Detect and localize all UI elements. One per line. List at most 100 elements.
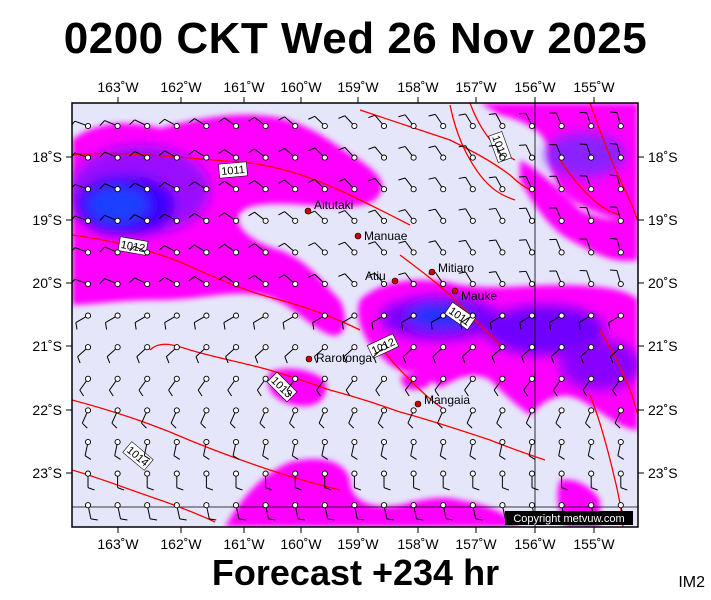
wind-barb-feather bbox=[357, 518, 365, 521]
wind-barb-feather bbox=[578, 322, 581, 330]
wind-barb-feather bbox=[368, 209, 376, 213]
wind-barb-feather bbox=[558, 455, 565, 460]
wind-barb-feather bbox=[218, 243, 225, 249]
wind-barb-station bbox=[144, 154, 151, 161]
wind-barb-feather bbox=[129, 119, 135, 126]
lon-label: 162˚W bbox=[160, 79, 202, 95]
wind-barb-feather bbox=[138, 389, 144, 397]
wind-barb-feather bbox=[555, 422, 562, 429]
wind-barb-station bbox=[617, 217, 624, 224]
wind-barb-station bbox=[262, 186, 269, 193]
wind-barb-station bbox=[114, 186, 121, 193]
town-label: Aitutaki bbox=[314, 198, 353, 212]
wind-barb-feather bbox=[377, 422, 384, 429]
wind-barb-station bbox=[292, 154, 299, 161]
town-marker bbox=[305, 355, 313, 363]
wind-barb-station bbox=[84, 502, 92, 509]
wind-barb-station bbox=[114, 249, 121, 256]
wind-barb-feather bbox=[206, 487, 214, 491]
wind-barb-feather bbox=[351, 455, 358, 460]
wind-barb-station bbox=[114, 375, 121, 382]
wind-barb-feather bbox=[386, 518, 394, 521]
place-mauke: Mauke bbox=[451, 287, 497, 303]
wind-barb-feather bbox=[460, 322, 463, 330]
wind-barb-feather bbox=[338, 273, 346, 277]
wind-barb-feather bbox=[79, 389, 85, 397]
wind-barb-feather bbox=[90, 518, 98, 521]
wind-barb-station bbox=[351, 344, 358, 351]
wind-barb-feather bbox=[141, 422, 147, 429]
wind-barb-station bbox=[84, 217, 92, 224]
wind-barb-feather bbox=[225, 356, 229, 364]
wind-barb-feather bbox=[111, 422, 118, 429]
wind-barb-station bbox=[499, 375, 506, 382]
wind-barb-feather bbox=[368, 178, 376, 182]
wind-barb-station bbox=[499, 154, 506, 161]
wind-barb-station bbox=[144, 217, 151, 224]
wind-barb-station bbox=[617, 186, 624, 193]
wind-barb-station bbox=[410, 312, 417, 319]
wind-barb-station bbox=[469, 122, 476, 130]
wind-barb-station bbox=[321, 249, 328, 256]
wind-barb-station bbox=[144, 470, 151, 477]
wind-barb-feather bbox=[129, 245, 135, 252]
wind-barb-station bbox=[114, 438, 121, 446]
wind-barb-station bbox=[410, 344, 417, 351]
wind-barb-station bbox=[292, 217, 299, 224]
wind-barb-station bbox=[232, 470, 240, 477]
wind-barb-feather bbox=[348, 422, 355, 429]
wind-barb-station bbox=[321, 470, 328, 477]
wind-barb-station bbox=[114, 154, 121, 161]
wind-barb-feather bbox=[321, 455, 329, 460]
wind-barb-station bbox=[410, 186, 417, 193]
wind-barb-station bbox=[558, 438, 565, 446]
wind-barb-station bbox=[144, 438, 151, 446]
wind-barb-feather bbox=[313, 356, 318, 364]
wind-barb-station bbox=[469, 344, 476, 351]
wind-barb-feather bbox=[218, 117, 225, 123]
wind-barb-feather bbox=[519, 322, 522, 330]
wind-barb-station bbox=[84, 407, 92, 414]
wind-barb-feather bbox=[223, 322, 226, 330]
wind-barb-station bbox=[232, 217, 240, 224]
wind-barb-station bbox=[351, 407, 358, 414]
wind-barb-station bbox=[351, 312, 358, 319]
map-frame bbox=[71, 102, 639, 528]
place-mangaia: Mangaia bbox=[414, 393, 470, 408]
town-label: Mangaia bbox=[424, 393, 470, 407]
wind-barb-station bbox=[144, 375, 151, 382]
wind-barb-station bbox=[321, 280, 328, 288]
wind-barb-station bbox=[617, 344, 624, 351]
wind-barb-feather bbox=[262, 455, 269, 460]
wind-barb-station bbox=[558, 344, 565, 351]
wind-barb-station bbox=[499, 280, 506, 288]
wind-barb-station bbox=[292, 375, 299, 382]
wind-barb-feather bbox=[446, 518, 454, 521]
wind-barb-station bbox=[203, 186, 210, 193]
wind-barb-station bbox=[380, 407, 388, 414]
town-label: Mauke bbox=[461, 289, 497, 303]
wind-barb-station bbox=[558, 407, 565, 414]
wind-barb-station bbox=[588, 217, 595, 224]
wind-barb-feather bbox=[84, 455, 92, 460]
wind-barb-station bbox=[173, 154, 180, 161]
wind-barb-feather bbox=[188, 181, 195, 187]
wind-barb-station bbox=[203, 312, 210, 319]
wind-barb-feather bbox=[209, 518, 217, 521]
wind-barb-feather bbox=[158, 182, 165, 188]
wind-barb-feather bbox=[173, 455, 181, 460]
wind-barb-station bbox=[617, 280, 624, 288]
wind-barb-feather bbox=[248, 148, 255, 154]
wind-barb-feather bbox=[195, 356, 199, 364]
wind-barb-station bbox=[588, 407, 595, 414]
wind-barb-station bbox=[528, 249, 536, 256]
wind-barb-station bbox=[617, 438, 624, 446]
wind-barb-feather bbox=[430, 322, 433, 330]
wind-barb-feather bbox=[398, 240, 406, 244]
wind-barb-station bbox=[410, 122, 417, 130]
wind-barb-station bbox=[144, 280, 151, 288]
wind-barb-station bbox=[351, 502, 358, 509]
copyright-box: Copyright metvuw.com bbox=[505, 511, 633, 525]
wind-barb-station bbox=[262, 407, 269, 414]
wind-barb-station bbox=[351, 375, 358, 382]
